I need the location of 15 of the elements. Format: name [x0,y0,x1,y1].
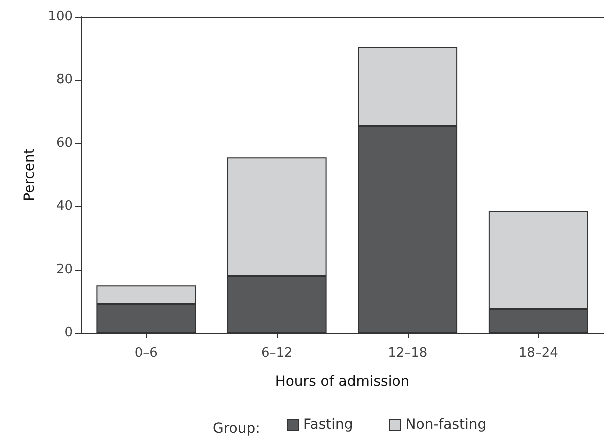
x-axis-title: Hours of admission [275,374,410,390]
x-tick-label: 6–12 [261,346,293,361]
y-tick-label: 80 [56,72,73,88]
x-tick-label: 0–6 [134,346,158,361]
legend-label: Fasting [304,417,354,433]
y-tick-label: 60 [56,136,73,151]
y-axis-title: Percent [22,148,38,202]
y-tick-label: 0 [64,326,73,340]
y-tick-label: 40 [56,199,73,214]
y-tick-label: 100 [48,10,73,24]
x-tick-label: 18–24 [518,346,558,361]
x-tick-label: 12–18 [388,346,428,361]
y-tick-label: 20 [56,262,73,278]
legend-label: Non-fasting [406,417,487,433]
legend-title: Group: [213,421,260,437]
